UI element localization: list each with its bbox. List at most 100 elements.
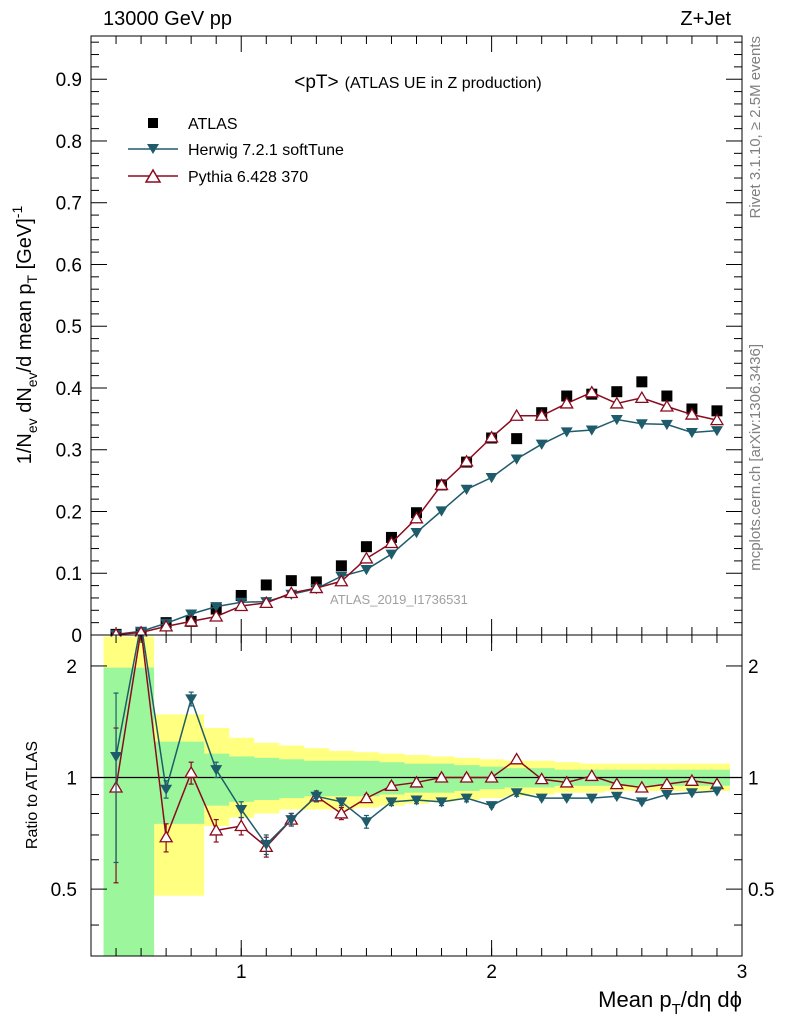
x-axis-label: Mean pT/dη dϕ xyxy=(598,987,742,1018)
side-label-mcplots: mcplots.cern.ch [arXiv:1306.3436] xyxy=(747,344,764,571)
ratio-y-tick-label-right: 0.5 xyxy=(748,880,774,901)
pythia-ratio-point xyxy=(509,752,524,765)
uncertainty-band-inner xyxy=(253,757,280,800)
pythia-data-point xyxy=(359,551,374,564)
uncertainty-band-inner xyxy=(278,759,305,799)
uncertainty-band-inner xyxy=(103,667,155,956)
herwig-ratio-point xyxy=(660,789,673,801)
pythia-ratio-point xyxy=(659,777,675,790)
herwig-data-point xyxy=(485,473,498,484)
herwig-ratio-point xyxy=(385,797,398,808)
herwig-ratio-point xyxy=(635,797,648,808)
main-y-tick-label: 0 xyxy=(71,626,82,647)
atlas-data-point xyxy=(611,386,623,398)
herwig-data-point xyxy=(460,484,473,495)
legend-marker-pythia xyxy=(144,168,162,183)
legend-label-herwig: Herwig 7.2.1 softTune xyxy=(188,142,344,159)
pythia-data-point xyxy=(709,413,725,426)
main-y-tick-label: 0.2 xyxy=(56,502,82,523)
herwig-data-point xyxy=(635,419,648,430)
header-left: 13000 GeV pp xyxy=(103,8,232,30)
atlas-data-point xyxy=(360,541,372,553)
atlas-data-point xyxy=(235,589,247,601)
herwig-ratio-point xyxy=(110,751,123,763)
pythia-data-point xyxy=(559,396,574,409)
pythia-data-point xyxy=(484,430,499,443)
main-y-tick-label: 0.5 xyxy=(56,317,82,338)
legend: ATLAS Herwig 7.2.1 softTune Pythia 6.428… xyxy=(128,116,344,186)
ratio-y-tick-label-right: 2 xyxy=(748,657,759,678)
pythia-data-point xyxy=(509,408,524,421)
herwig-ratio-point xyxy=(560,793,573,804)
pythia-data-point xyxy=(309,581,324,594)
atlas-data-point xyxy=(260,579,272,591)
main-y-tick-label: 0.3 xyxy=(56,441,82,462)
herwig-ratio-point xyxy=(285,815,298,826)
pythia-data-point xyxy=(409,511,424,524)
pythia-ratio-point xyxy=(184,765,199,778)
pythia-ratio-point xyxy=(484,770,499,783)
herwig-data-point xyxy=(360,565,373,576)
main-y-tick-label: 0.8 xyxy=(56,132,82,153)
herwig-ratio-point xyxy=(510,788,523,799)
pythia-data-point xyxy=(209,609,224,622)
herwig-ratio-point xyxy=(460,793,473,804)
pythia-ratio-point xyxy=(459,770,474,783)
pythia-ratio-point xyxy=(584,768,599,782)
herwig-data-point xyxy=(385,549,398,560)
herwig-data-point xyxy=(410,527,423,539)
legend-marker-atlas xyxy=(148,118,158,128)
atlas-data-point xyxy=(636,376,648,388)
herwig-ratio-point xyxy=(260,839,273,851)
ratio-x-tick-label: 1 xyxy=(236,962,247,983)
ratio-y-tick-label: 2 xyxy=(66,657,77,678)
atlas-data-point xyxy=(561,390,573,402)
herwig-data-point xyxy=(210,602,223,613)
herwig-ratio-point xyxy=(210,765,223,776)
pythia-ratio-point xyxy=(359,791,374,804)
pythia-data-point xyxy=(284,586,299,599)
pythia-data-point xyxy=(334,574,349,587)
ratio-y-tick-label-right: 1 xyxy=(748,769,759,790)
main-y-tick-label: 0.6 xyxy=(56,255,82,276)
pythia-ratio-point xyxy=(634,780,649,793)
pythia-ratio-point xyxy=(234,819,249,832)
herwig-ratio-point xyxy=(310,791,323,802)
main-panel: 0 0.1 0.2 0.3 0.4 0.5 0.6 0.7 0.8 0.9 xyxy=(56,36,742,647)
herwig-data-point xyxy=(610,414,623,426)
pythia-ratio-point xyxy=(384,778,399,791)
uncertainty-band-inner xyxy=(353,760,380,797)
herwig-ratio-point xyxy=(585,793,598,804)
pythia-ratio-point xyxy=(334,806,349,819)
pythia-data-point xyxy=(659,399,675,412)
pythia-data-point xyxy=(259,595,274,609)
ratio-y-tick-label: 1 xyxy=(66,769,77,790)
legend-label-atlas: ATLAS xyxy=(188,116,238,133)
side-label-rivet: Rivet 3.1.10, ≥ 2.5M events xyxy=(747,36,764,219)
pythia-ratio-point xyxy=(209,823,224,836)
main-y-tick-label: 0.7 xyxy=(56,194,82,215)
herwig-ratio-point xyxy=(185,694,198,705)
atlas-data-point xyxy=(335,560,347,572)
pythia-data-point xyxy=(634,390,649,404)
ratio-x-tick-label: 3 xyxy=(737,962,748,983)
pythia-ratio-point xyxy=(434,770,449,783)
pythia-data-point xyxy=(534,408,549,421)
ratio-y-axis-label: Ratio to ATLAS xyxy=(24,741,41,849)
ratio-panel-frame xyxy=(90,634,743,957)
pythia-ratio-point xyxy=(534,772,549,785)
ratio-clipped-content xyxy=(91,635,742,956)
main-y-axis-label: 1/Nev dNev/d mean pT [GeV]-1 xyxy=(9,206,40,465)
pythia-ratio-point xyxy=(684,773,700,786)
pythia-ratio-point xyxy=(409,775,424,788)
legend-label-pythia: Pythia 6.428 370 xyxy=(188,169,308,186)
atlas-data-point xyxy=(285,575,297,587)
ratio-y-tick-label: 0.5 xyxy=(51,880,77,901)
ratio-x-tick-label: 2 xyxy=(486,962,497,983)
herwig-ratio-point xyxy=(410,795,423,806)
herwig-data-point xyxy=(435,506,448,517)
main-y-tick-label: 0.9 xyxy=(56,70,82,91)
pythia-ratio-point xyxy=(559,775,574,788)
herwig-data-point xyxy=(585,425,598,436)
